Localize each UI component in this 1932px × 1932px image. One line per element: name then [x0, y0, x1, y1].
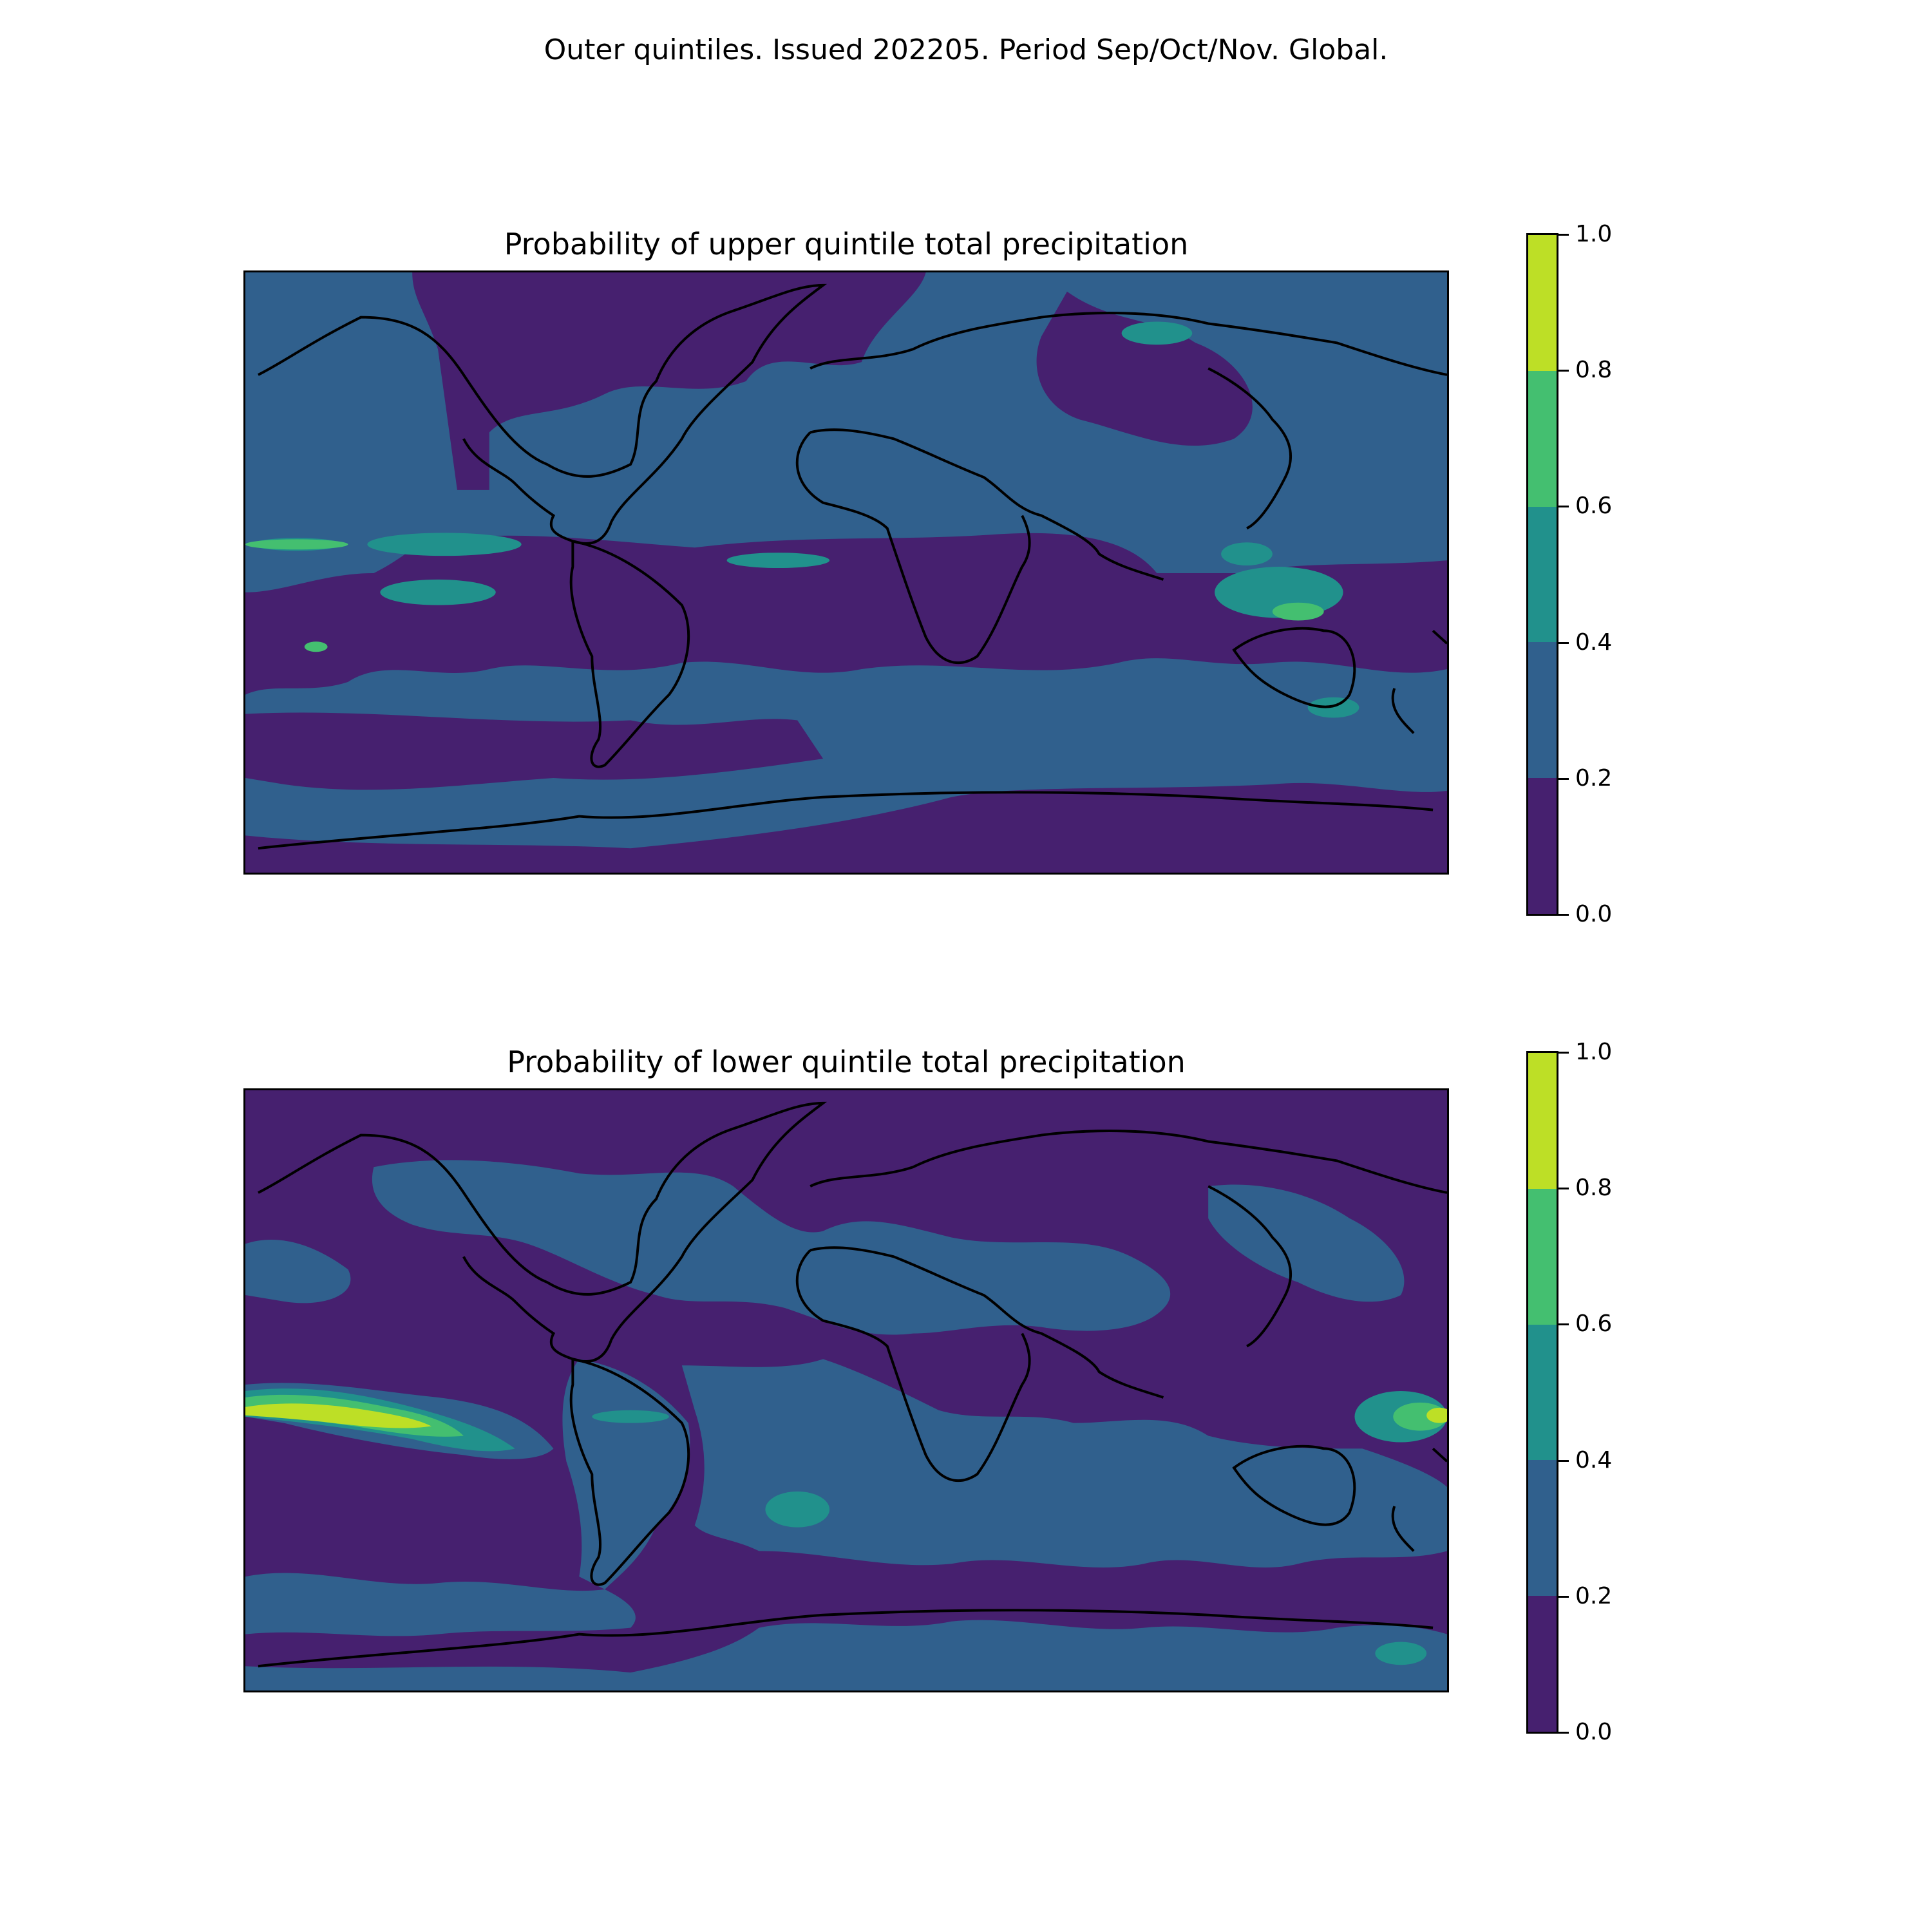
- colorbar-band-0.8-1.0: [1528, 235, 1557, 371]
- lower-quintile-map-title: Probability of lower quintile total prec…: [507, 1045, 1186, 1079]
- lower-quintile-colorbar: [1526, 1051, 1558, 1734]
- lower-quintile-map-canvas: [245, 1090, 1447, 1690]
- upper-quintile-map-canvas: [245, 272, 1447, 873]
- colorbar-band-0.4-0.6: [1528, 1324, 1557, 1461]
- figure-title: Outer quintiles. Issued 202205. Period S…: [544, 33, 1388, 66]
- colorbar-band-0.2-0.4: [1528, 642, 1557, 779]
- colorbar-tick-label: 1.0: [1575, 1039, 1613, 1065]
- colorbar-band-0.6-0.8: [1528, 1188, 1557, 1325]
- upper-quintile-colorbar: [1526, 233, 1558, 916]
- colorbar-tick-label: 0.4: [1575, 1447, 1613, 1473]
- colorbar-tick-label: 0.6: [1575, 493, 1613, 519]
- colorbar-tick-label: 0.2: [1575, 765, 1613, 791]
- upper-quintile-map: [243, 270, 1449, 875]
- colorbar-band-0.0-0.2: [1528, 1596, 1557, 1732]
- colorbar-tick-label: 0.0: [1575, 901, 1613, 927]
- very-high-probability-areas: [245, 539, 1324, 652]
- lower-quintile-map: [243, 1088, 1449, 1692]
- colorbar-tick-label: 0.2: [1575, 1583, 1613, 1609]
- colorbar-band-0.2-0.4: [1528, 1460, 1557, 1596]
- colorbar-band-0.0-0.2: [1528, 778, 1557, 914]
- colorbar-band-0.4-0.6: [1528, 506, 1557, 643]
- colorbar-band-0.8-1.0: [1528, 1053, 1557, 1189]
- upper-quintile-map-title: Probability of upper quintile total prec…: [504, 227, 1189, 261]
- colorbar-tick-label: 0.0: [1575, 1719, 1613, 1745]
- colorbar-tick-label: 1.0: [1575, 221, 1613, 247]
- colorbar-tick-label: 0.4: [1575, 629, 1613, 656]
- colorbar-band-0.6-0.8: [1528, 370, 1557, 507]
- colorbar-tick-label: 0.8: [1575, 357, 1613, 383]
- extreme-probability-areas: [245, 1403, 1447, 1428]
- coastlines: [258, 1101, 1447, 1668]
- coastlines: [258, 283, 1447, 850]
- colorbar-tick-label: 0.6: [1575, 1311, 1613, 1337]
- colorbar-tick-label: 0.8: [1575, 1175, 1613, 1201]
